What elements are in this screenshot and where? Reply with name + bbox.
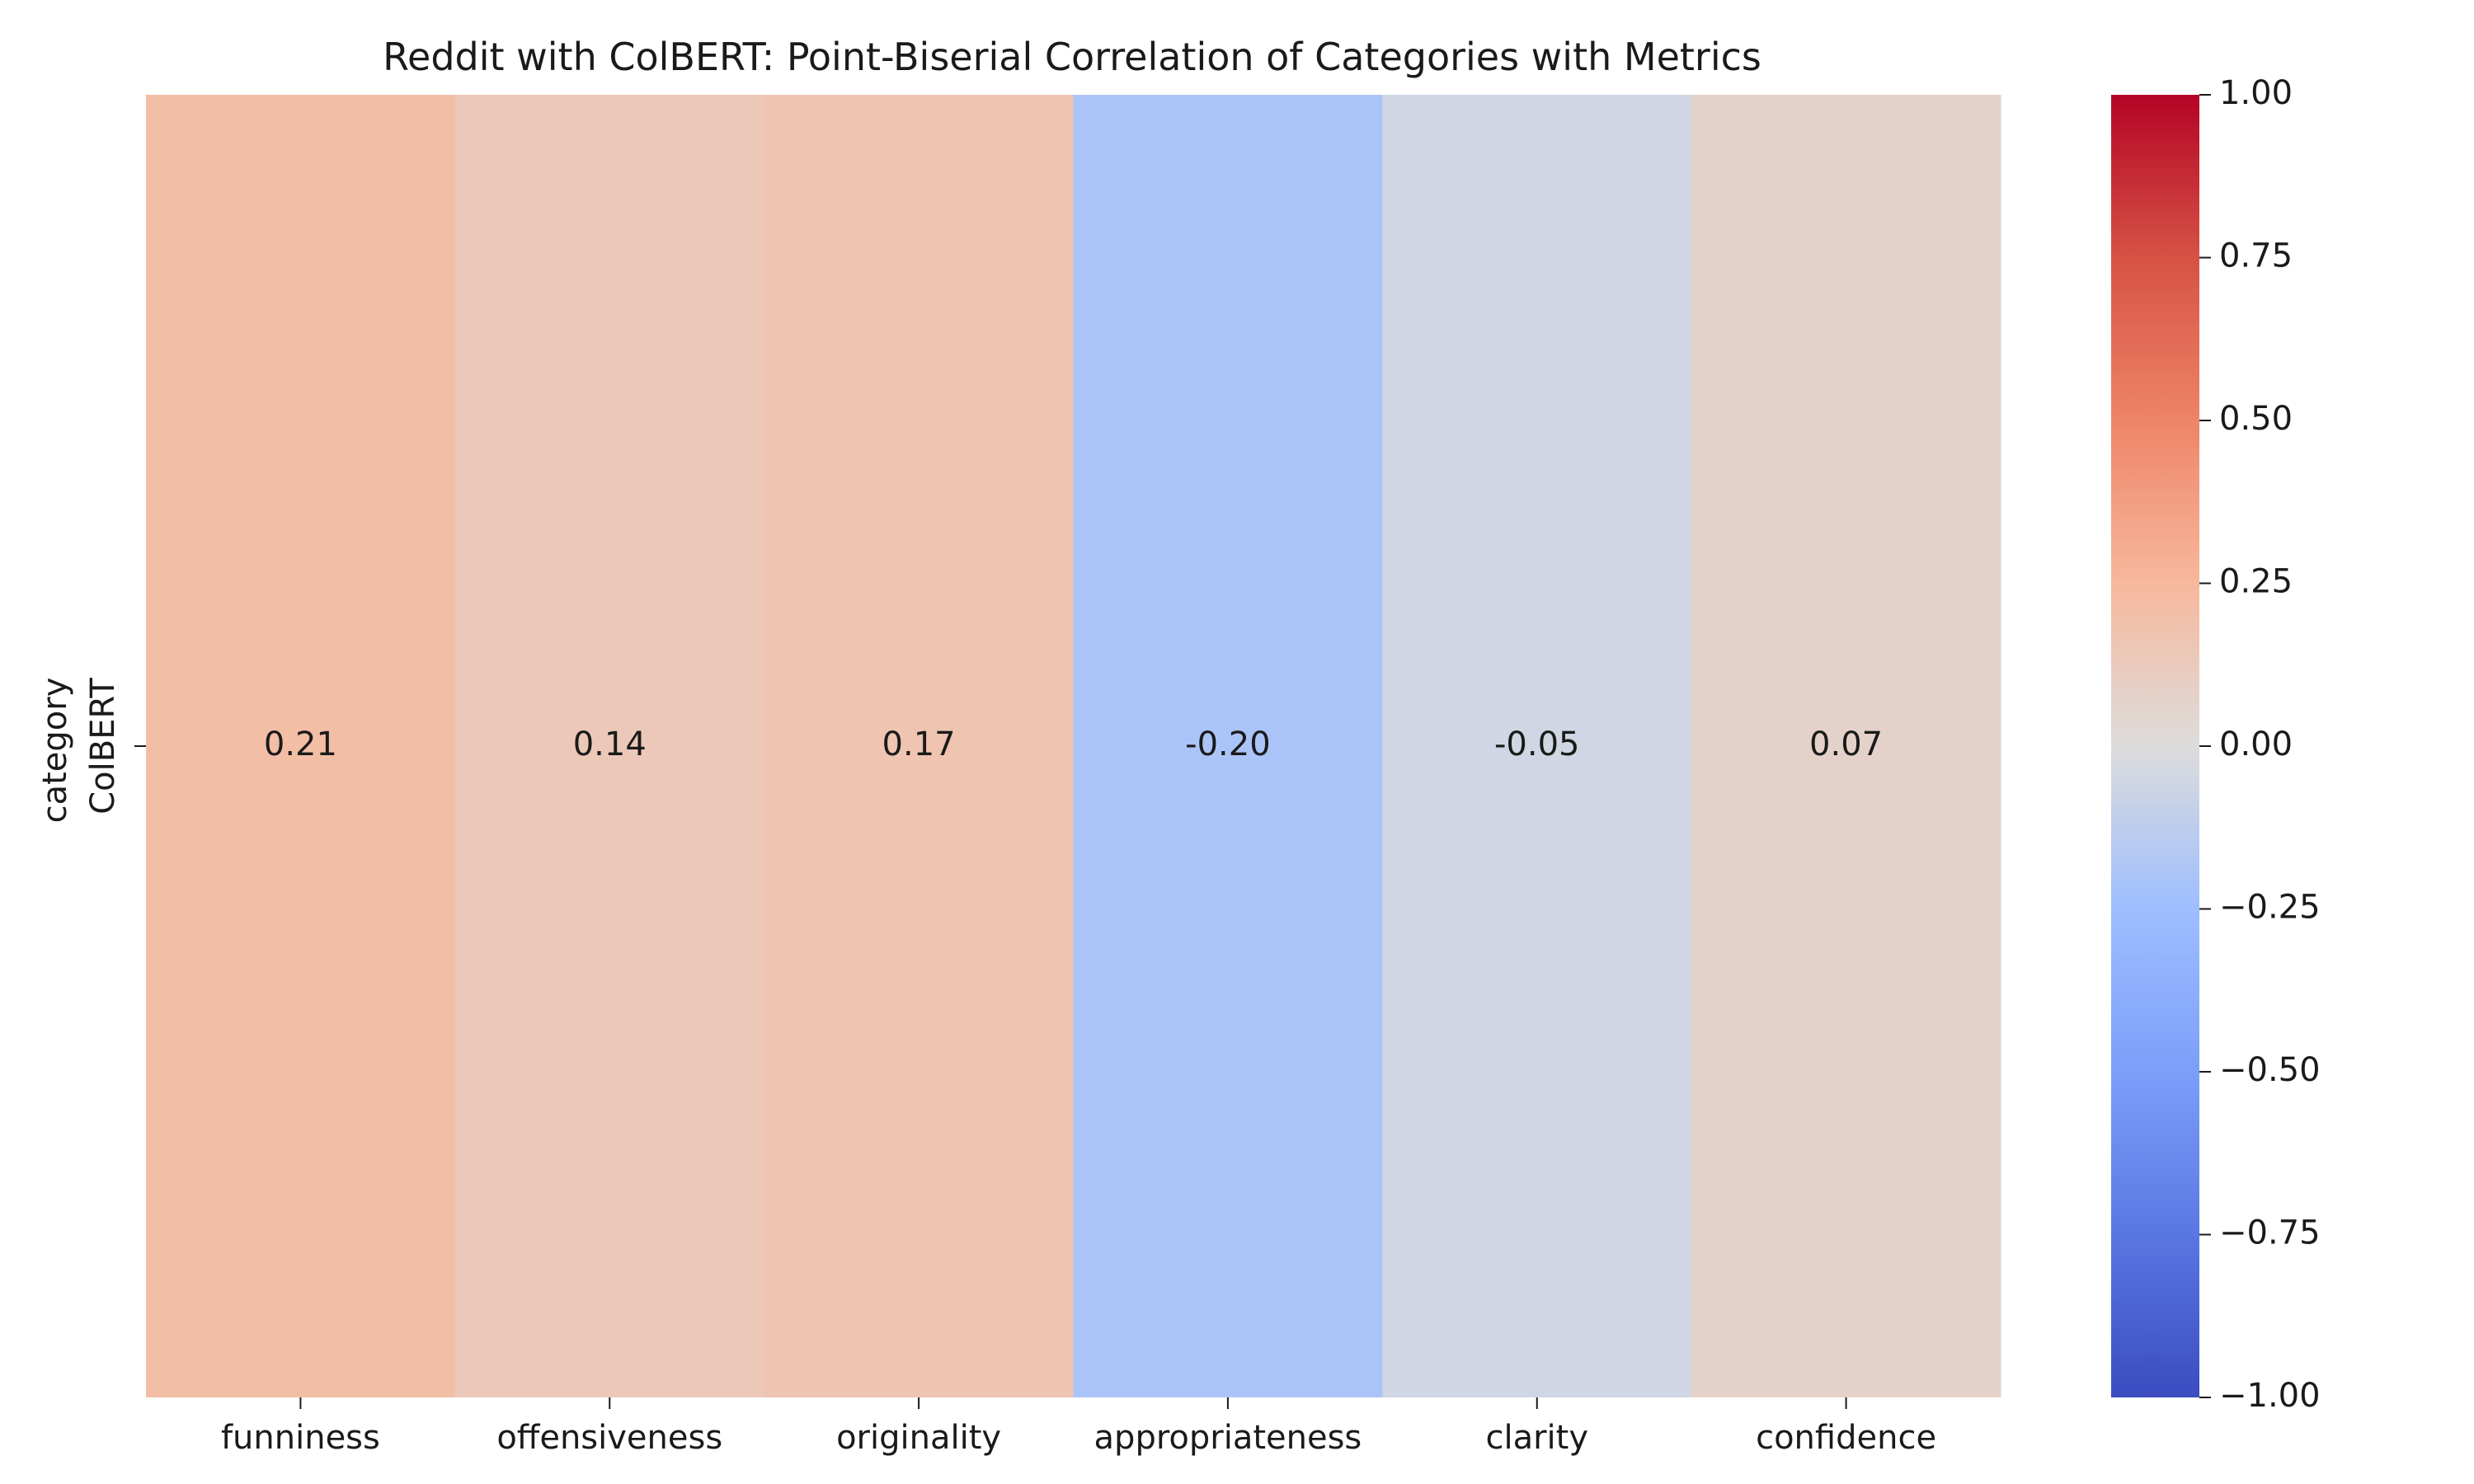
heatmap-cell-labels: 0.21 0.14 0.17 -0.20 -0.05 0.07 xyxy=(264,726,1883,763)
colorbar: 1.00 0.75 0.50 0.25 0.00 −0.25 −0.50 −0.75 −1.00 xyxy=(2111,74,2321,1415)
cell-value-label-originality: 0.17 xyxy=(882,726,956,763)
chart-title: Reddit with ColBERT: Point-Biserial Corr… xyxy=(383,35,1761,79)
colorbar-tick-label: −0.25 xyxy=(2219,889,2321,927)
x-tick-label-clarity: clarity xyxy=(1485,1419,1588,1457)
colorbar-ticks: 1.00 0.75 0.50 0.25 0.00 −0.25 −0.50 −0.75 −1.00 xyxy=(2199,74,2321,1415)
heatmap-cell-funniness xyxy=(146,95,456,1397)
heatmap-cell-appropriateness xyxy=(1073,95,1383,1397)
colorbar-gradient xyxy=(2111,95,2199,1397)
heatmap-cell-offensiveness xyxy=(454,95,765,1397)
x-tick-label-confidence: confidence xyxy=(1756,1419,1936,1457)
heatmap-cell-clarity xyxy=(1382,95,1692,1397)
colorbar-tick-label: 1.00 xyxy=(2219,74,2293,112)
colorbar-tick-label: −1.00 xyxy=(2219,1377,2321,1415)
colorbar-tick-label: 0.25 xyxy=(2219,563,2293,601)
heatmap-cell-confidence xyxy=(1691,95,2001,1397)
cell-value-label-offensiveness: 0.14 xyxy=(573,726,647,763)
y-axis-label: category xyxy=(36,678,74,824)
colorbar-tick-label: −0.75 xyxy=(2219,1214,2321,1252)
x-axis: funniness offensiveness originality appropr… xyxy=(221,1397,1936,1457)
cell-value-label-confidence: 0.07 xyxy=(1809,726,1883,763)
colorbar-tick-label: 0.50 xyxy=(2219,400,2293,438)
x-tick-label-funniness: funniness xyxy=(221,1419,380,1457)
x-tick-label-appropriateness: appropriateness xyxy=(1094,1419,1362,1457)
y-tick-label-ColBERT: ColBERT xyxy=(84,678,122,815)
cell-value-label-funniness: 0.21 xyxy=(264,726,337,763)
x-tick-label-offensiveness: offensiveness xyxy=(496,1419,722,1457)
colorbar-tick-label: 0.75 xyxy=(2219,237,2293,275)
heatmap-cell-originality xyxy=(764,95,1074,1397)
colorbar-tick-label: −0.50 xyxy=(2219,1051,2321,1089)
x-tick-label-originality: originality xyxy=(836,1419,1001,1457)
heatmap-cells xyxy=(146,95,2001,1397)
cell-value-label-clarity: -0.05 xyxy=(1494,726,1580,763)
colorbar-tick-label: 0.00 xyxy=(2219,726,2293,763)
y-axis: ColBERT xyxy=(84,678,146,815)
cell-value-label-appropriateness: -0.20 xyxy=(1185,726,1271,763)
